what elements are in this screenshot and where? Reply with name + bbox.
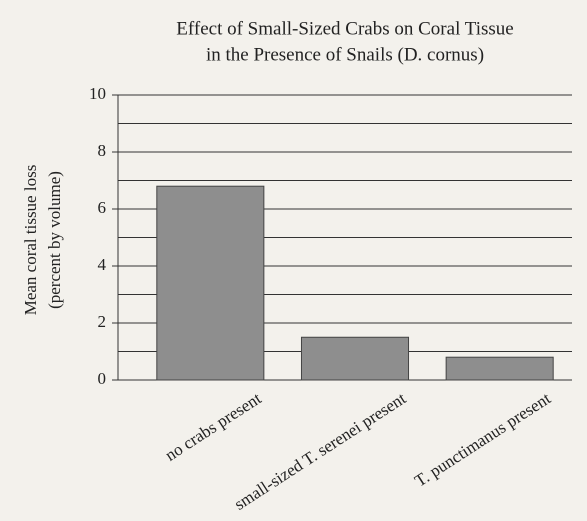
chart-title: in the Presence of Snails (D. cornus)	[206, 44, 484, 65]
bar	[300, 336, 410, 381]
y-tick-label: 2	[98, 312, 107, 331]
y-axis-label: Mean coral tissue loss	[21, 165, 40, 316]
chart-title: Effect of Small-Sized Crabs on Coral Tis…	[176, 18, 513, 39]
y-tick-label: 0	[98, 369, 107, 388]
bar	[445, 356, 554, 381]
x-tick-label: no crabs present	[162, 389, 265, 465]
y-tick-label: 4	[98, 255, 107, 274]
y-axis-label: (percent by volume)	[45, 171, 64, 309]
y-tick-label: 6	[98, 198, 107, 217]
bar	[156, 185, 265, 381]
y-tick-label: 8	[98, 141, 107, 160]
y-tick-label: 10	[89, 84, 106, 103]
x-tick-label: T. punctimanus present	[411, 389, 554, 491]
